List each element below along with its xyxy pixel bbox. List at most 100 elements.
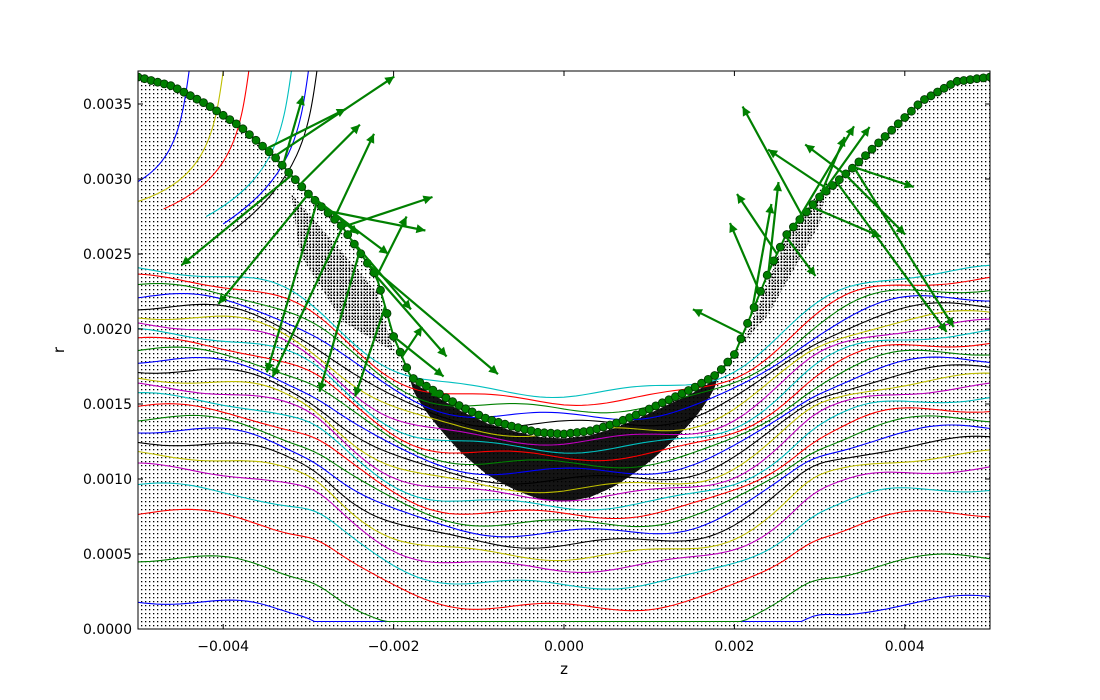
arrow-head — [350, 124, 360, 135]
velocity-arrow — [853, 165, 915, 189]
contour-line — [138, 327, 990, 454]
arrow-shaft — [736, 193, 778, 255]
velocity-arrow — [810, 205, 882, 238]
velocity-arrow — [271, 226, 344, 378]
arrow-shaft — [342, 195, 433, 229]
free-surface-point — [893, 119, 903, 129]
contour-line — [138, 292, 990, 421]
arrow-head — [430, 388, 441, 397]
contour-line — [138, 435, 990, 549]
contour-line — [138, 282, 990, 414]
velocity-arrow — [333, 133, 375, 220]
arrow-shaft — [835, 181, 948, 333]
velocity-arrow — [325, 209, 426, 234]
arrow-shaft — [307, 193, 360, 235]
free-surface-point — [402, 363, 412, 373]
velocity-arrow — [750, 203, 775, 315]
free-surface-point — [880, 132, 890, 141]
free-surface-point — [258, 141, 267, 151]
arrow-head — [181, 256, 192, 266]
arrow-shaft — [354, 306, 387, 397]
contour-line — [138, 449, 990, 562]
y-axis-label: r — [50, 346, 68, 353]
arrow-head — [729, 223, 738, 233]
mesh-dense-band — [410, 378, 718, 502]
arrow-head — [218, 294, 228, 304]
arrow-head — [895, 225, 906, 235]
free-surface-point — [376, 285, 385, 295]
velocity-arrow — [767, 181, 782, 273]
contour-line — [138, 414, 990, 528]
arrow-head — [860, 127, 870, 137]
free-surface-point — [244, 130, 254, 140]
y-tick-label: 0.0030 — [83, 172, 132, 188]
velocity-arrow — [353, 306, 387, 397]
velocity-arrow — [728, 222, 762, 294]
free-surface-point — [284, 167, 294, 177]
contour-line — [138, 71, 224, 203]
mesh-points — [138, 77, 990, 629]
free-surface-point — [690, 382, 700, 392]
arrow-shaft — [750, 203, 773, 315]
arrow-head — [401, 299, 411, 310]
free-surface-point — [205, 102, 215, 111]
contour-line — [138, 424, 990, 538]
free-surface-point — [939, 83, 949, 93]
free-surface-point — [218, 110, 228, 120]
contour-line — [138, 382, 990, 502]
arrow-head — [692, 309, 703, 318]
arrow-head — [837, 137, 846, 147]
free-surface-point — [900, 113, 910, 122]
arrow-shaft — [853, 165, 915, 189]
free-surface-point — [723, 357, 733, 367]
arrow-head — [437, 346, 447, 357]
velocity-arrow — [217, 193, 310, 305]
x-axis: −0.004 −0.002 0.000 0.002 0.004 — [197, 71, 925, 655]
arrow-head — [335, 109, 346, 117]
mesh-wall-wedge-1 — [742, 179, 829, 344]
y-tick-label: 0.0035 — [83, 97, 132, 113]
contour-line — [138, 273, 990, 406]
arrow-shaft — [810, 205, 882, 238]
free-surface-point — [730, 350, 739, 359]
velocity-arrow — [784, 235, 817, 277]
arrow-shaft — [692, 308, 744, 336]
arrow-shaft — [852, 166, 955, 328]
velocity-arrow — [265, 108, 347, 150]
arrow-head — [737, 194, 746, 204]
velocity-arrow — [375, 216, 408, 277]
arrow-shaft — [318, 251, 361, 393]
free-surface-point — [441, 393, 451, 403]
velocity-arrow — [818, 136, 846, 198]
arrow-shaft — [299, 123, 361, 186]
arrow-head — [806, 266, 816, 276]
velocity-arrow — [392, 335, 445, 378]
velocity-arrow — [818, 126, 871, 198]
plot-area — [138, 71, 990, 629]
arrow-shaft — [375, 275, 448, 358]
free-surface-point — [251, 135, 261, 145]
contour-line — [138, 346, 990, 469]
free-surface-point — [271, 153, 281, 163]
arrow-head — [903, 179, 914, 189]
free-surface-point — [913, 100, 923, 110]
arrow-head — [773, 182, 782, 192]
arrow-shaft — [728, 222, 762, 294]
mesh-region — [138, 77, 990, 629]
velocity-arrow — [307, 193, 360, 235]
free-surface-point — [762, 270, 772, 280]
x-tick-label: 0.000 — [544, 639, 584, 655]
free-surface-point — [343, 230, 353, 240]
velocity-arrow — [767, 148, 829, 191]
y-tick-label: 0.0015 — [83, 397, 132, 413]
velocity-arrow — [804, 143, 846, 176]
velocity-arrow — [401, 326, 424, 358]
arrow-head — [742, 106, 751, 117]
free-surface-point — [212, 106, 222, 116]
arrow-shaft — [818, 136, 846, 198]
arrow-head — [415, 224, 426, 234]
velocity-arrow — [692, 308, 744, 336]
free-surface-point — [231, 119, 241, 129]
arrow-head — [765, 204, 775, 214]
free-surface-point — [775, 242, 785, 252]
